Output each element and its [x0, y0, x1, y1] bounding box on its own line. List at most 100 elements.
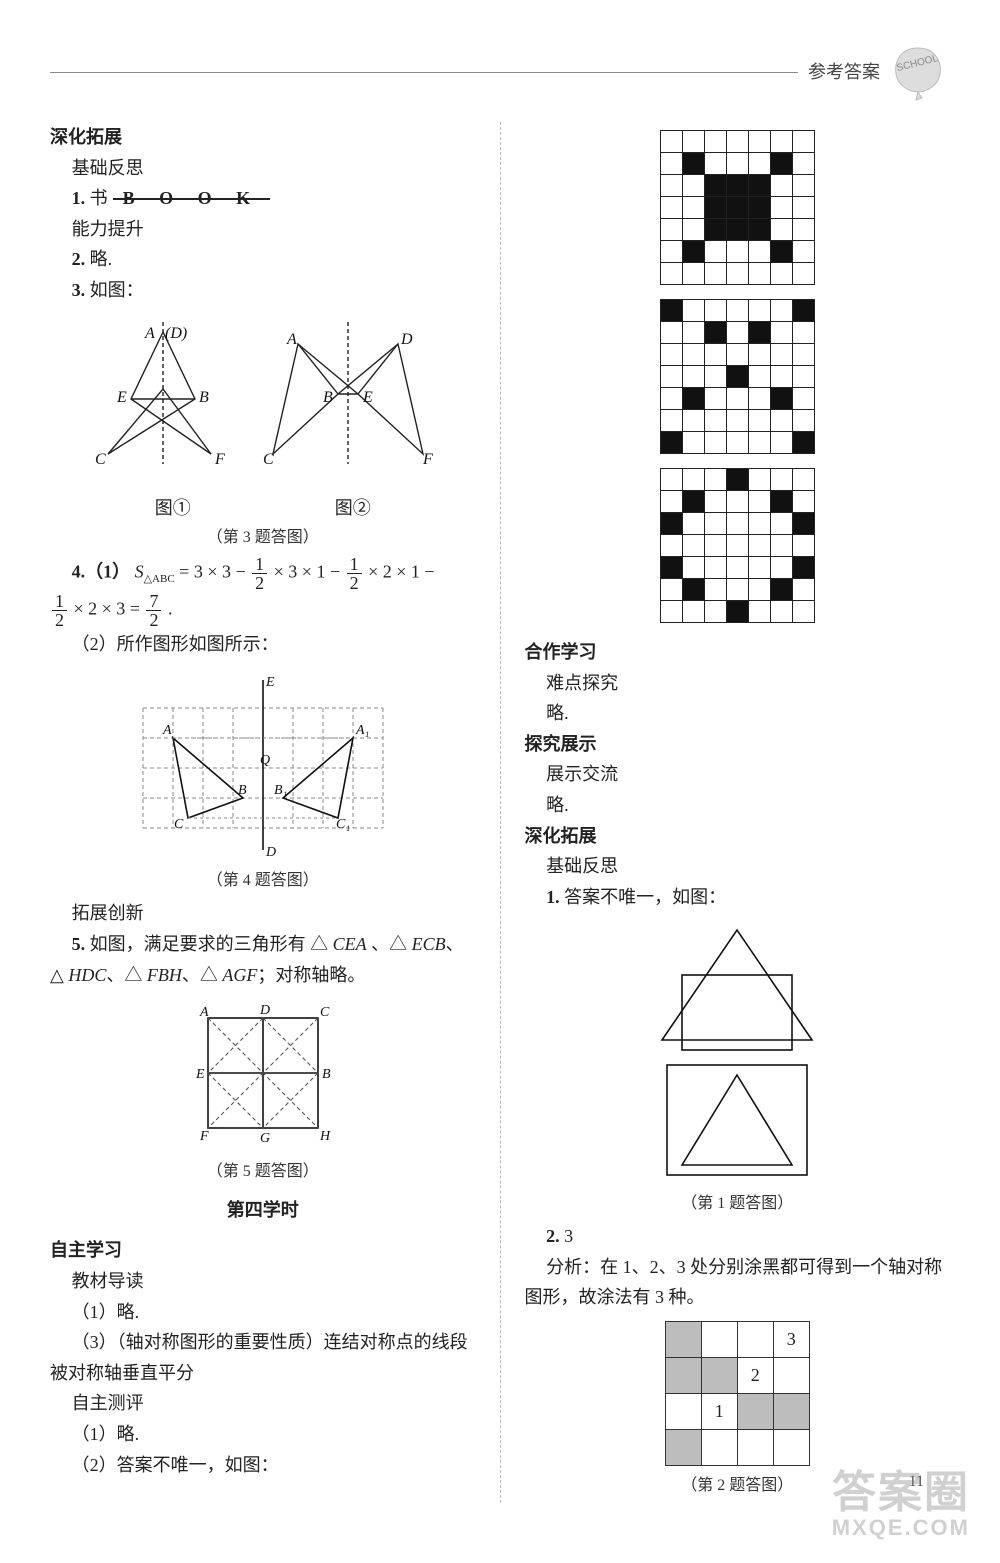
mini-grid: 321: [665, 1321, 810, 1466]
fig5-caption: （第 5 题答图）: [50, 1158, 476, 1185]
q4-eq-a: = 3 × 3 −: [179, 562, 250, 582]
q1-label: 1.: [72, 188, 86, 208]
fig3-B: B: [199, 389, 209, 406]
analysis-label: 分析：: [546, 1257, 600, 1277]
svg-text:H: H: [319, 1129, 331, 1144]
watermark-bottom: MXQE.COM: [832, 1516, 970, 1539]
left-column: 深化拓展 基础反思 1. 书 B O O K 能力提升 2. 略. 3. 如图：: [50, 122, 476, 1503]
q2r-analysis: 分析：在 1、2、3 处分别涂黑都可得到一个轴对称图形，故涂法有 3 种。: [525, 1252, 951, 1313]
pixgrid-3: [525, 468, 951, 623]
fig3-A: A: [144, 325, 155, 342]
svg-text:F: F: [422, 451, 433, 468]
q5-line: 5. 如图，满足要求的三角形有 △ CEA 、△ ECB、: [50, 929, 476, 960]
svg-text:A₁: A₁: [355, 723, 369, 738]
svg-text:D: D: [259, 1003, 270, 1018]
q3-line: 3. 如图：: [50, 275, 476, 306]
fig4-box: E D AA₁ BB₁ CC₁ Q （第 4 题答图）: [50, 668, 476, 895]
fig3-caption: （第 3 题答图）: [50, 524, 476, 551]
frac-den3: 2: [52, 611, 67, 629]
q4-eq2a: × 2 × 3 =: [74, 599, 145, 619]
header-rule: [50, 72, 798, 73]
subheading-present: 展示交流: [525, 759, 951, 790]
fig3-left-label: 图①: [155, 493, 191, 524]
pixgrid-1: [525, 130, 951, 285]
svg-text:C: C: [263, 451, 274, 468]
svg-text:Q: Q: [260, 753, 270, 768]
frac72-den: 2: [146, 611, 161, 629]
q1-book: B O O K: [117, 183, 267, 214]
subheading-selftest: 自主测评: [50, 1388, 476, 1419]
q4-sub: △ABC: [144, 573, 175, 585]
t1-line: （1）略.: [50, 1419, 476, 1450]
svg-text:C: C: [320, 1005, 330, 1020]
fig5-box: A D C E B F G H （第 5 题答图）: [50, 998, 476, 1185]
frac72-num: 7: [146, 592, 161, 611]
q2r-line: 2. 3: [525, 1221, 951, 1252]
svg-text:D: D: [400, 331, 413, 348]
subheading-read: 教材导读: [50, 1266, 476, 1297]
heading-deep-r: 深化拓展: [525, 821, 951, 852]
omit1: 略.: [525, 698, 951, 729]
fig1r-box: （第 1 题答图）: [525, 920, 951, 1217]
svg-text:E: E: [362, 389, 373, 406]
subheading-ability: 能力提升: [50, 214, 476, 245]
heading-show: 探究展示: [525, 729, 951, 760]
fig5-svg: A D C E B F G H: [178, 998, 348, 1148]
heading-coop: 合作学习: [525, 637, 951, 668]
q4-eq-c: × 2 × 1 −: [368, 562, 434, 582]
q2-line: 2. 略.: [50, 244, 476, 275]
svg-text:B: B: [322, 1067, 331, 1082]
svg-text:A: A: [286, 331, 297, 348]
q4-pre: 4.（1）: [72, 562, 131, 582]
frac-num3: 1: [52, 592, 67, 611]
lesson4-heading: 第四学时: [50, 1195, 476, 1226]
subheading-basis-r: 基础反思: [525, 851, 951, 882]
q4-2-line: （2）所作图形如图所示：: [50, 629, 476, 660]
svg-text:G: G: [260, 1131, 270, 1146]
r3-line: （3）（轴对称图形的重要性质）连结对称点的线段被对称轴垂直平分: [50, 1327, 476, 1388]
q4-eq-b: × 3 × 1 −: [274, 562, 345, 582]
omit2: 略.: [525, 790, 951, 821]
heading-deepen: 深化拓展: [50, 122, 476, 153]
subheading-basis: 基础反思: [50, 153, 476, 184]
svg-text:C: C: [174, 817, 184, 832]
fig3-box: A (D) E B C F: [50, 314, 476, 551]
q1-r-line: 1. 答案不唯一，如图：: [525, 882, 951, 913]
watermark: 答案圈 MXQE.COM: [832, 1470, 970, 1539]
q4-sym: S: [135, 562, 144, 582]
fig3-right-label: 图②: [335, 493, 371, 524]
breadcrumb: 参考答案 SCHOOL: [50, 40, 950, 104]
q5-line2: △ HDC、△ FBH、△ AGF；对称轴略。: [50, 960, 476, 991]
fig4-caption: （第 4 题答图）: [50, 867, 476, 894]
q2r-num: 2.: [546, 1226, 560, 1246]
q4-end: .: [168, 599, 173, 619]
right-column: 合作学习 难点探究 略. 探究展示 展示交流 略. 深化拓展 基础反思 1. 答…: [525, 122, 951, 1503]
svg-text:A: A: [199, 1005, 209, 1020]
subheading-expand: 拓展创新: [50, 898, 476, 929]
q1-text: 书: [90, 188, 108, 208]
frac-den: 2: [252, 574, 267, 592]
svg-text:B: B: [323, 389, 333, 406]
q2r-ans: 3: [564, 1226, 573, 1246]
pixgrid-2: [525, 299, 951, 454]
svg-text:A: A: [162, 723, 172, 738]
fig3-F: F: [214, 451, 225, 468]
subheading-hard: 难点探究: [525, 668, 951, 699]
frac-num2: 1: [347, 555, 362, 574]
svg-text:E: E: [195, 1067, 205, 1082]
fig1r-caption: （第 1 题答图）: [525, 1190, 951, 1217]
watermark-top: 答案圈: [832, 1470, 970, 1516]
fig3-E: E: [116, 389, 127, 406]
q4-line2: 12 × 2 × 3 = 72 .: [50, 592, 476, 629]
svg-text:C₁: C₁: [336, 817, 350, 832]
heading-self: 自主学习: [50, 1235, 476, 1266]
r1-line: （1）略.: [50, 1297, 476, 1328]
svg-text:E: E: [265, 675, 275, 690]
q4-line1: 4.（1） S△ABC = 3 × 3 − 12 × 3 × 1 − 12 × …: [50, 555, 476, 592]
q1-line: 1. 书 B O O K: [50, 183, 476, 214]
frac-den2: 2: [347, 574, 362, 592]
svg-text:D: D: [265, 845, 276, 858]
breadcrumb-text: 参考答案: [808, 57, 880, 88]
svg-text:B₁: B₁: [274, 783, 287, 798]
svg-text:F: F: [199, 1129, 209, 1144]
